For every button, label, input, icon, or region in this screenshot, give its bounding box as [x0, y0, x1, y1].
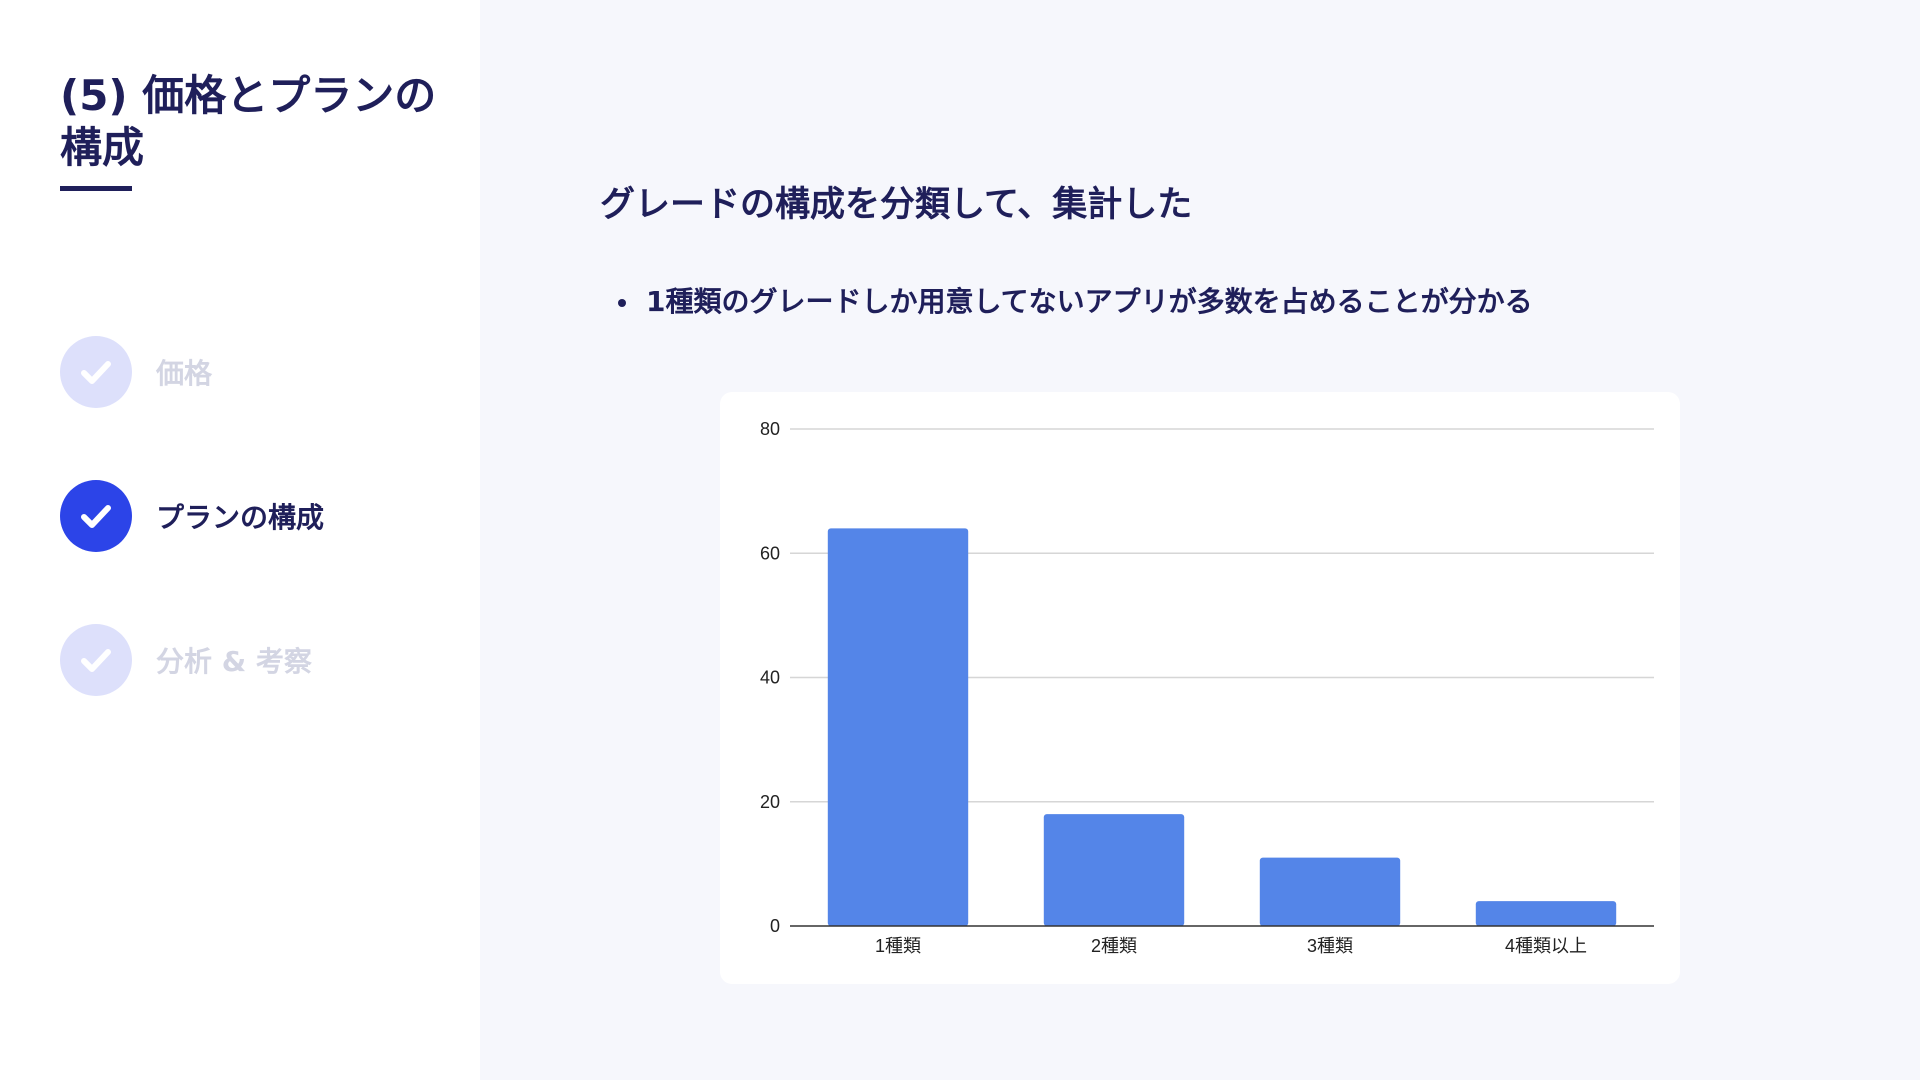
x-tick-label: 4種類以上: [1505, 936, 1587, 956]
bar-chart: 0 20 40 60 80 1種類 2種類 3種類 4種類以上: [760, 419, 1654, 956]
x-tick-labels: 1種類 2種類 3種類 4種類以上: [875, 936, 1587, 956]
bullet-item: 1種類のグレードしか用意してないアプリが多数を占めることが分かる: [600, 282, 1533, 322]
x-tick-label: 2種類: [1091, 936, 1137, 956]
chart-card: 0 20 40 60 80 1種類 2種類 3種類 4種類以上: [720, 392, 1680, 984]
check-icon: [60, 336, 132, 408]
step-label: 価格: [156, 357, 213, 390]
check-icon: [60, 624, 132, 696]
bar-1[interactable]: [827, 528, 969, 926]
step-plan-structure[interactable]: プランの構成: [60, 480, 324, 552]
x-tick-label: 1種類: [875, 936, 921, 956]
y-tick-label: 20: [760, 792, 780, 812]
x-tick-label: 3種類: [1307, 936, 1353, 956]
bar-4[interactable]: [1475, 901, 1617, 926]
bar-2[interactable]: [1043, 814, 1185, 926]
check-icon: [60, 480, 132, 552]
bars: [827, 528, 1617, 926]
sidebar: (5) 価格とプランの構成 価格 プランの構成 分析 & 考察: [0, 0, 480, 1080]
main-heading: グレードの構成を分類して、集計した: [600, 185, 1193, 225]
step-label: プランの構成: [156, 501, 325, 534]
title-underline: [60, 186, 132, 191]
step-label: 分析 & 考察: [156, 645, 312, 678]
y-tick-label: 40: [760, 668, 780, 688]
y-tick-label: 80: [760, 419, 780, 439]
bar-3[interactable]: [1259, 857, 1401, 926]
y-tick-labels: 0 20 40 60 80: [760, 419, 780, 936]
section-title: (5) 価格とプランの構成: [60, 71, 437, 172]
y-tick-label: 60: [760, 543, 780, 563]
step-price[interactable]: 価格: [60, 336, 212, 408]
y-tick-label: 0: [770, 916, 780, 936]
step-analysis[interactable]: 分析 & 考察: [60, 624, 312, 696]
bullet-list: 1種類のグレードしか用意してないアプリが多数を占めることが分かる: [600, 282, 1533, 322]
